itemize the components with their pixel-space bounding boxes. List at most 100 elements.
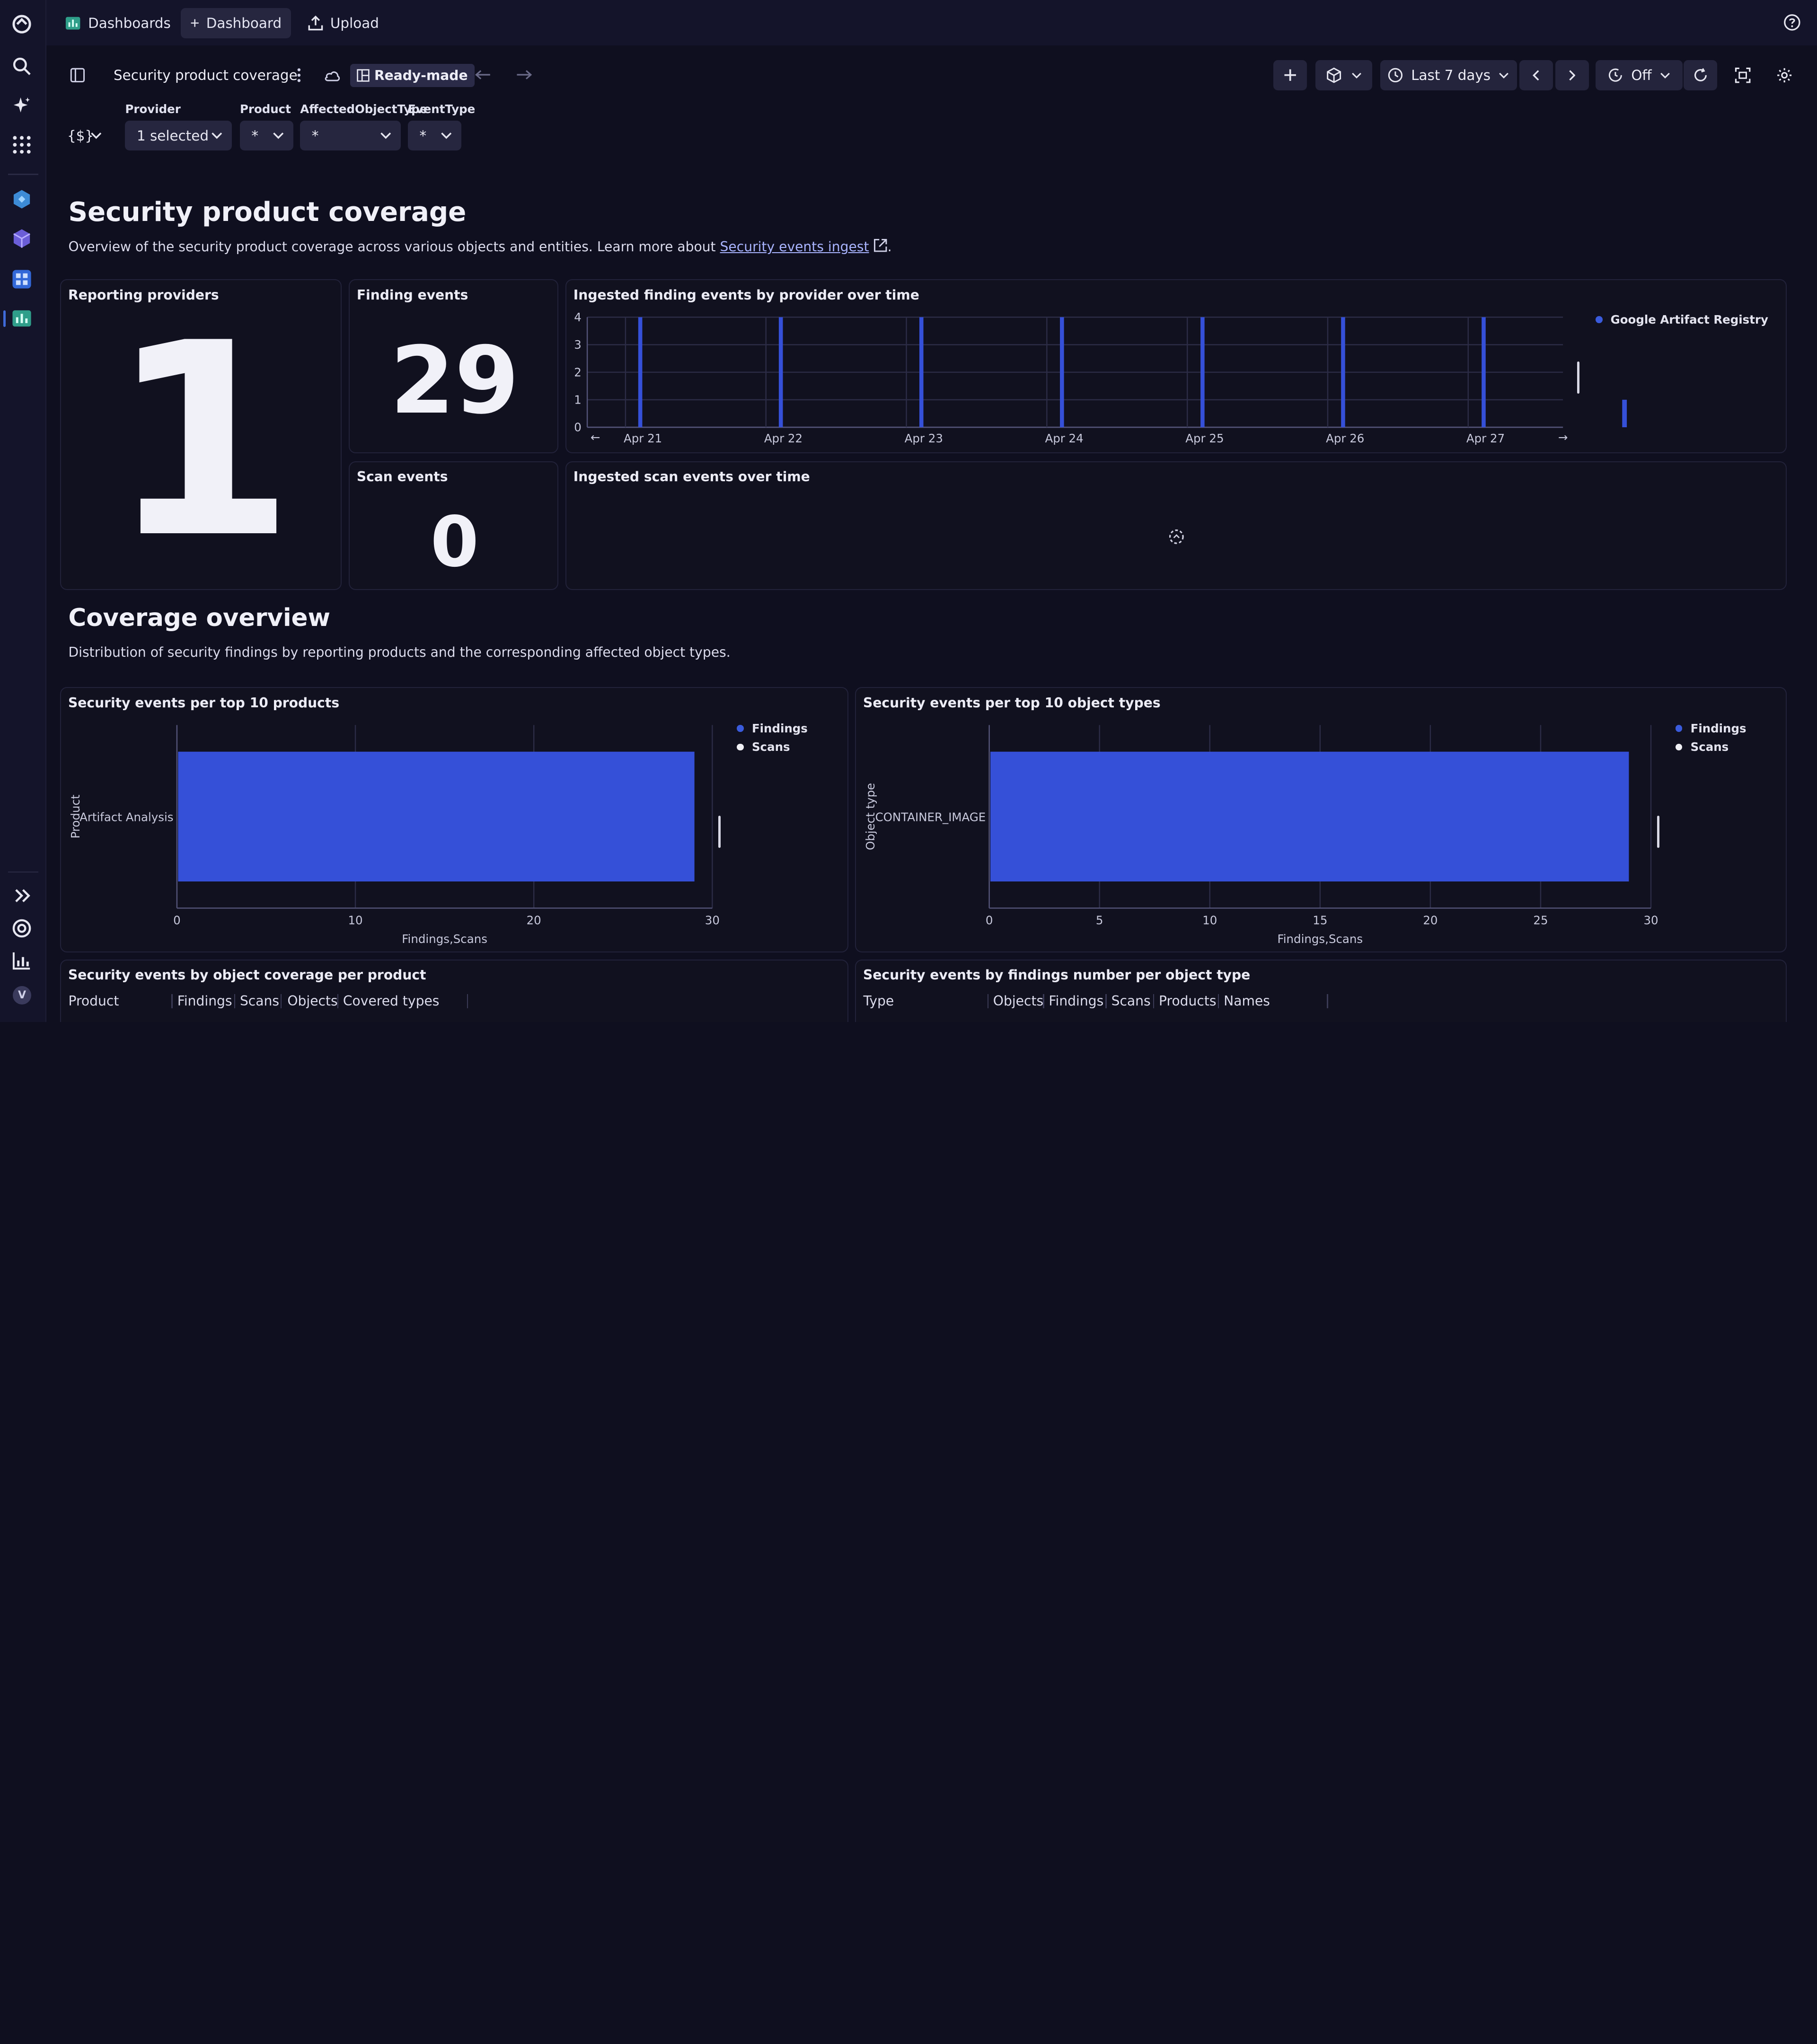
- filter-eventtype-value: *: [419, 127, 427, 144]
- settings-gear-icon[interactable]: [1774, 65, 1795, 86]
- tile-title: Security events by object coverage per p…: [68, 967, 426, 983]
- sparkle-icon[interactable]: [9, 93, 35, 118]
- active-app-indicator: [3, 310, 6, 327]
- search-icon[interactable]: [9, 53, 35, 79]
- column-header-type[interactable]: Type: [863, 993, 894, 1009]
- legend-scans[interactable]: Scans: [1675, 740, 1729, 754]
- bar: [638, 317, 643, 428]
- filter-product-select[interactable]: *: [239, 120, 293, 151]
- tile-ingested-scans[interactable]: Ingested scan events over time: [565, 461, 1787, 590]
- tile-title: Scan events: [356, 469, 448, 485]
- fullscreen-icon[interactable]: [1732, 65, 1753, 86]
- refresh-button[interactable]: [1684, 60, 1718, 90]
- column-separator[interactable]: [171, 994, 173, 1008]
- legend-resize-handle[interactable]: [1577, 361, 1579, 394]
- legend-findings[interactable]: Findings: [737, 722, 808, 735]
- chevron-down-icon: [441, 132, 451, 139]
- help-icon[interactable]: [1783, 14, 1801, 31]
- filter-provider-select[interactable]: 1 selected: [125, 120, 232, 151]
- y-tick-label: 3: [574, 338, 582, 352]
- x-tick-label: Apr 21: [624, 432, 662, 445]
- x-tick-label: Apr 22: [764, 432, 803, 445]
- column-separator[interactable]: [280, 994, 282, 1008]
- sidebar: V: [0, 0, 46, 1022]
- usage-chart-icon[interactable]: [9, 948, 35, 973]
- expand-chevrons-icon[interactable]: [9, 883, 35, 908]
- column-header-findings[interactable]: Findings: [1049, 993, 1104, 1009]
- user-avatar[interactable]: V: [12, 986, 32, 1005]
- timeframe-previous-button[interactable]: [1519, 60, 1553, 90]
- apps-grid-icon[interactable]: [9, 132, 35, 158]
- dashboards-nav-label: Dashboards: [88, 15, 171, 31]
- tile-reporting-providers[interactable]: Reporting providers 1: [60, 279, 342, 590]
- legend-resize-handle[interactable]: [718, 815, 721, 848]
- bar-findings: [990, 751, 1629, 882]
- bar: [1060, 317, 1064, 428]
- undo-icon[interactable]: [474, 66, 493, 85]
- x-tick-label: 30: [705, 914, 720, 927]
- column-header-scans[interactable]: Scans: [239, 993, 280, 1009]
- column-separator[interactable]: [1153, 994, 1155, 1008]
- filter-objecttype-select[interactable]: *: [300, 120, 401, 151]
- column-separator[interactable]: [1105, 994, 1107, 1008]
- app-shield-icon[interactable]: [9, 186, 35, 212]
- column-header-products[interactable]: Products: [1159, 993, 1217, 1009]
- timeseries-chart: 0 1 2 3 4 Apr 21 Apr 22 Apr 23 Apr 24 Apr 25 Apr 2…: [574, 310, 1627, 445]
- auto-refresh-selector[interactable]: Off: [1596, 60, 1683, 90]
- column-separator[interactable]: [234, 994, 236, 1008]
- column-header-objects[interactable]: Objects: [287, 993, 338, 1009]
- support-lifebuoy-icon[interactable]: [9, 916, 35, 941]
- column-header-product[interactable]: Product: [68, 993, 119, 1009]
- tile-finding-events[interactable]: Finding events 29: [349, 279, 559, 453]
- redo-icon[interactable]: [514, 66, 533, 85]
- tile-events-per-object-type[interactable]: Security events per top 10 object types …: [855, 687, 1787, 953]
- security-events-ingest-link[interactable]: Security events ingest: [720, 239, 869, 255]
- filter-eventtype-select[interactable]: *: [408, 120, 461, 151]
- column-separator[interactable]: [1043, 994, 1044, 1008]
- column-separator[interactable]: [467, 994, 468, 1008]
- column-header-findings[interactable]: Findings: [177, 993, 232, 1009]
- plus-icon: [1284, 69, 1297, 81]
- dashboards-nav-button[interactable]: Dashboards: [56, 8, 180, 38]
- column-header-covered-types[interactable]: Covered types: [343, 993, 440, 1009]
- legend-dot: [737, 743, 744, 751]
- section-description-coverage: Overview of the security product coverag…: [68, 238, 891, 255]
- legend-label: Google Artifact Registry: [1610, 312, 1768, 326]
- tile-scan-events[interactable]: Scan events 0: [349, 461, 559, 590]
- dashboards-app-icon: [66, 17, 80, 30]
- column-header-objects[interactable]: Objects: [993, 993, 1044, 1009]
- variables-label: {$}: [67, 127, 94, 144]
- tile-events-per-product[interactable]: Security events per top 10 products 0 10 2…: [60, 687, 848, 953]
- app-dashboards-icon[interactable]: [9, 306, 35, 332]
- legend-findings[interactable]: Findings: [1675, 722, 1746, 735]
- sidebar-toggle-icon[interactable]: [68, 66, 87, 85]
- column-separator[interactable]: [337, 994, 339, 1008]
- column-separator[interactable]: [1327, 994, 1328, 1008]
- app-blocks-icon[interactable]: [9, 266, 35, 292]
- new-dashboard-button[interactable]: Dashboard: [181, 8, 291, 38]
- column-separator[interactable]: [1217, 994, 1219, 1008]
- tile-ingested-findings[interactable]: Ingested finding events by provider over…: [565, 279, 1787, 453]
- app-cube-icon[interactable]: [9, 226, 35, 252]
- upload-button[interactable]: Upload: [299, 8, 388, 38]
- variables-button[interactable]: {$}: [62, 121, 111, 151]
- external-link-icon[interactable]: [873, 238, 887, 252]
- timeframe-selector[interactable]: Last 7 days: [1380, 60, 1517, 90]
- tile-table-per-product[interactable]: Security events by object coverage per p…: [60, 959, 848, 1022]
- column-header-names[interactable]: Names: [1224, 993, 1270, 1009]
- legend-google-artifact-registry[interactable]: Google Artifact Registry: [1595, 312, 1768, 326]
- add-tile-button[interactable]: [1273, 60, 1307, 90]
- segments-button[interactable]: [1315, 60, 1372, 90]
- bar-findings: [178, 751, 695, 882]
- column-header-scans[interactable]: Scans: [1111, 993, 1151, 1009]
- more-options-icon[interactable]: [290, 66, 308, 85]
- dashboard-name[interactable]: Security product coverage: [113, 67, 298, 84]
- tile-table-per-object-type[interactable]: Security events by findings number per o…: [855, 959, 1787, 1022]
- x-tick-label: Apr 25: [1185, 432, 1224, 445]
- timeframe-next-button[interactable]: [1555, 60, 1589, 90]
- legend-resize-handle[interactable]: [1657, 815, 1659, 848]
- legend-scans[interactable]: Scans: [737, 740, 790, 754]
- dashboard-toolbar: Security product coverage Ready-made Las…: [46, 45, 1817, 103]
- legend-dot: [737, 725, 744, 732]
- dynatrace-logo-icon[interactable]: [9, 11, 35, 37]
